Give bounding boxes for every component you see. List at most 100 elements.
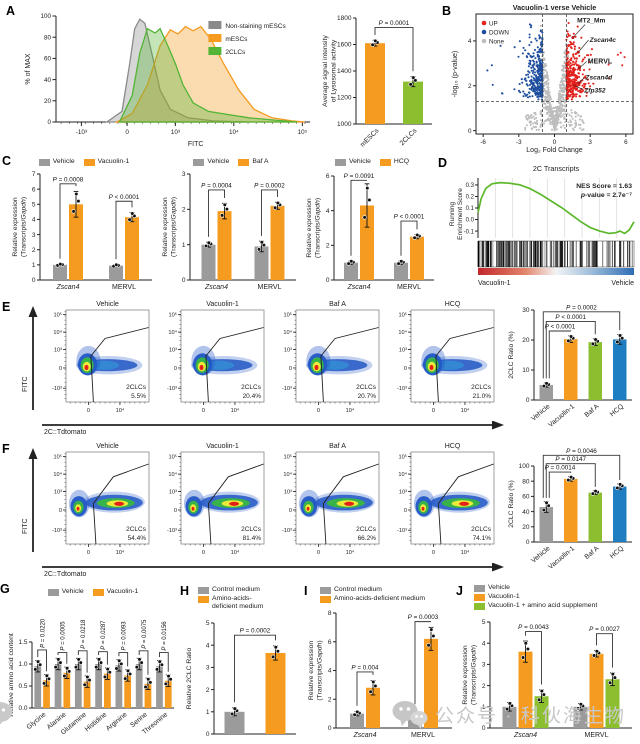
chart-canvas: 1000 1200 1400 1600 1800 mESCs 2CLCs P = 0.0001… bbox=[322, 15, 432, 149]
watermark: 公众号 · 科伙海生物 bbox=[392, 700, 626, 729]
watermark-text: 公众号 · 科伙海生物 bbox=[435, 706, 626, 727]
svg-text:P = 0.0220: P = 0.0220 bbox=[40, 618, 46, 648]
amino-acid-bar-chart: Vehicle Vacuolin-1 0.0 0.5 1.0 1.5 Glycine Alan… bbox=[6, 588, 180, 742]
svg-text:10⁴: 10⁴ bbox=[283, 329, 292, 336]
chart-legend: Vehicle Vacuolin-1 bbox=[6, 588, 180, 596]
svg-text:P = 0.0002: P = 0.0002 bbox=[240, 628, 271, 635]
gsea-plot: 2C Transcripts -0.1 0.0 0.1 0.2 0.3 NES Score … bbox=[448, 162, 638, 292]
svg-text:Log₂ Fold Change: Log₂ Fold Change bbox=[526, 147, 583, 154]
svg-text:P = 0.0014: P = 0.0014 bbox=[545, 465, 576, 472]
svg-text:Zscan4c: Zscan4c bbox=[589, 37, 617, 44]
svg-text:4: 4 bbox=[482, 641, 486, 648]
chart-canvas: 0 2 4 6 Zscan4 MERVL P = 0.0091 P < 0.0001 Relat… bbox=[306, 173, 434, 291]
svg-text:Vacuolin-1: Vacuolin-1 bbox=[478, 280, 511, 287]
svg-text:0: 0 bbox=[289, 508, 292, 514]
svg-text:6: 6 bbox=[328, 639, 332, 646]
svg-text:Vacuolin-1: Vacuolin-1 bbox=[206, 301, 239, 308]
svg-text:10³: 10³ bbox=[54, 348, 62, 354]
panel-h-label: H bbox=[180, 584, 190, 598]
svg-text:P = 0.004: P = 0.004 bbox=[351, 665, 379, 672]
wechat-icon-left bbox=[0, 702, 12, 725]
svg-text:0: 0 bbox=[202, 550, 205, 556]
svg-text:1400: 1400 bbox=[337, 68, 352, 75]
chart-canvas: 0 1 2 3 4 5 Zscan4 MERVL P = 0.0043 P = 0.0027 Rel… bbox=[462, 620, 632, 739]
svg-text:0: 0 bbox=[87, 408, 90, 414]
panel-j-label: J bbox=[456, 584, 463, 598]
svg-text:7: 7 bbox=[32, 171, 36, 178]
supplement-qpcr-bar-chart: Vehicle Vacuolin-1 Vacuolin-1 + amino acid… bbox=[460, 584, 638, 742]
svg-text:UP: UP bbox=[489, 21, 498, 28]
panel-e-label: E bbox=[2, 300, 11, 314]
legend-swatch bbox=[47, 589, 59, 596]
svg-text:30: 30 bbox=[522, 307, 530, 314]
svg-text:P = 0.0005: P = 0.0005 bbox=[61, 621, 67, 651]
svg-text:0: 0 bbox=[47, 119, 51, 126]
svg-text:Histidine: Histidine bbox=[84, 711, 109, 733]
svg-text:Zscan4: Zscan4 bbox=[56, 284, 80, 291]
svg-text:10⁴: 10⁴ bbox=[231, 407, 240, 414]
legend-item: Vacuolin-1 + amino acid supplement bbox=[474, 602, 638, 611]
panel-d-label: D bbox=[438, 156, 448, 170]
svg-text:-6: -6 bbox=[480, 139, 486, 146]
svg-text:1200: 1200 bbox=[337, 95, 352, 102]
chart-canvas: 0.00.51.01.5GlycineAlanineGlutamineHisti… bbox=[8, 618, 174, 737]
svg-text:Vehicle: Vehicle bbox=[611, 280, 634, 287]
svg-text:60: 60 bbox=[522, 494, 530, 501]
svg-text:None: None bbox=[489, 39, 505, 46]
svg-text:10³: 10³ bbox=[284, 490, 292, 496]
svg-text:2CLCs: 2CLCs bbox=[356, 384, 377, 391]
svg-text:0.3: 0.3 bbox=[466, 183, 475, 189]
svg-text:MERVL: MERVL bbox=[112, 284, 136, 291]
svg-text:2CLCs: 2CLCs bbox=[356, 526, 377, 533]
svg-text:81.4%: 81.4% bbox=[243, 535, 262, 542]
svg-text:Zscan4d: Zscan4d bbox=[584, 74, 613, 81]
svg-text:2CLC Ratio (%): 2CLC Ratio (%) bbox=[508, 331, 515, 379]
svg-text:4: 4 bbox=[326, 208, 330, 215]
svg-text:1: 1 bbox=[206, 709, 210, 716]
svg-text:4: 4 bbox=[328, 668, 332, 675]
svg-text:Vacuolin-1 verse Vehicle: Vacuolin-1 verse Vehicle bbox=[513, 3, 597, 12]
legend-item: Vehicle bbox=[193, 158, 229, 166]
svg-text:10⁴: 10⁴ bbox=[231, 549, 240, 556]
svg-text:2CLCs: 2CLCs bbox=[471, 526, 492, 533]
svg-text:Baf A: Baf A bbox=[329, 301, 346, 308]
svg-text:Baf A: Baf A bbox=[584, 403, 601, 419]
svg-text:0: 0 bbox=[317, 550, 320, 556]
svg-text:HCQ: HCQ bbox=[609, 403, 625, 418]
wechat-icon bbox=[392, 701, 428, 729]
svg-text:(Transcripts/Gapdh): (Transcripts/Gapdh) bbox=[471, 645, 478, 705]
legend-swatch bbox=[474, 603, 485, 611]
legend-item: Vacuolin-1 bbox=[83, 158, 129, 166]
svg-text:74.1%: 74.1% bbox=[473, 535, 492, 542]
tdtomato-axis-label-f: 2C::Tdtomato bbox=[44, 571, 87, 578]
svg-text:2CLCs: 2CLCs bbox=[241, 526, 262, 533]
svg-text:10⁴: 10⁴ bbox=[168, 329, 177, 336]
2clc-ratio-bar-chart-f: 0 20 40 60 80 100 Vehicle Vacuolin-1 Baf A HCQ P =… bbox=[506, 440, 638, 576]
svg-text:Arginine: Arginine bbox=[105, 711, 129, 733]
svg-text:0: 0 bbox=[482, 726, 486, 733]
legend-item: Baf A bbox=[238, 158, 269, 166]
legend-swatch bbox=[198, 587, 209, 594]
chart-legend: Control medium Amino-acids- deficient med… bbox=[184, 586, 302, 611]
svg-text:P < 0.0001: P < 0.0001 bbox=[109, 194, 140, 201]
svg-text:MERVL: MERVL bbox=[585, 732, 609, 739]
svg-text:P < 0.0001: P < 0.0001 bbox=[555, 314, 586, 321]
svg-text:Vehicle: Vehicle bbox=[530, 403, 551, 423]
svg-text:P = 0.0001: P = 0.0001 bbox=[379, 20, 410, 27]
svg-text:-10³: -10³ bbox=[282, 528, 292, 534]
svg-text:10⁵: 10⁵ bbox=[168, 312, 177, 319]
svg-text:1.5: 1.5 bbox=[18, 639, 27, 646]
chart-legend: Control medium Amino-acids-deficient medi… bbox=[306, 586, 458, 604]
tdtomato-axis-arrow bbox=[42, 421, 504, 430]
svg-text:0: 0 bbox=[526, 397, 530, 404]
svg-text:-10³: -10³ bbox=[167, 386, 177, 392]
svg-text:20: 20 bbox=[522, 337, 530, 344]
panel-c-label: C bbox=[2, 154, 12, 168]
svg-text:P = 0.0156: P = 0.0156 bbox=[162, 621, 168, 651]
svg-text:Glycine: Glycine bbox=[26, 711, 48, 731]
svg-text:0: 0 bbox=[174, 366, 177, 372]
svg-text:MERVL: MERVL bbox=[588, 58, 613, 65]
svg-text:P = 0.0002: P = 0.0002 bbox=[566, 304, 597, 311]
svg-text:P = 0.0287: P = 0.0287 bbox=[101, 620, 107, 650]
svg-text:Zscan4: Zscan4 bbox=[204, 284, 228, 291]
